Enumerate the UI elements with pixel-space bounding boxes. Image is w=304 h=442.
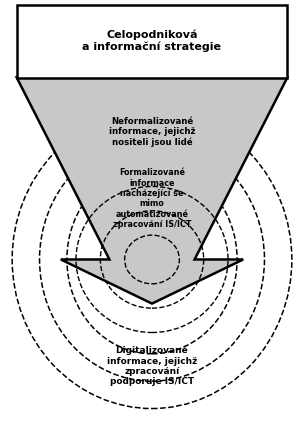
Text: Celopodniková
a informační strategie: Celopodniková a informační strategie [82,30,222,53]
Text: Neformalizované
informace, jejichž
nositeli jsou lidé: Neformalizované informace, jejichž nosit… [109,117,195,147]
Polygon shape [17,4,287,77]
Polygon shape [17,77,287,304]
Text: Digitalizované
informace, jejichž
zpracování
podporuje IS/ICT: Digitalizované informace, jejichž zpraco… [107,346,197,386]
Text: Formalizované
informace
nacházející se
mimo
automatizované
zpracování IS/ICT: Formalizované informace nacházející se m… [113,168,191,229]
